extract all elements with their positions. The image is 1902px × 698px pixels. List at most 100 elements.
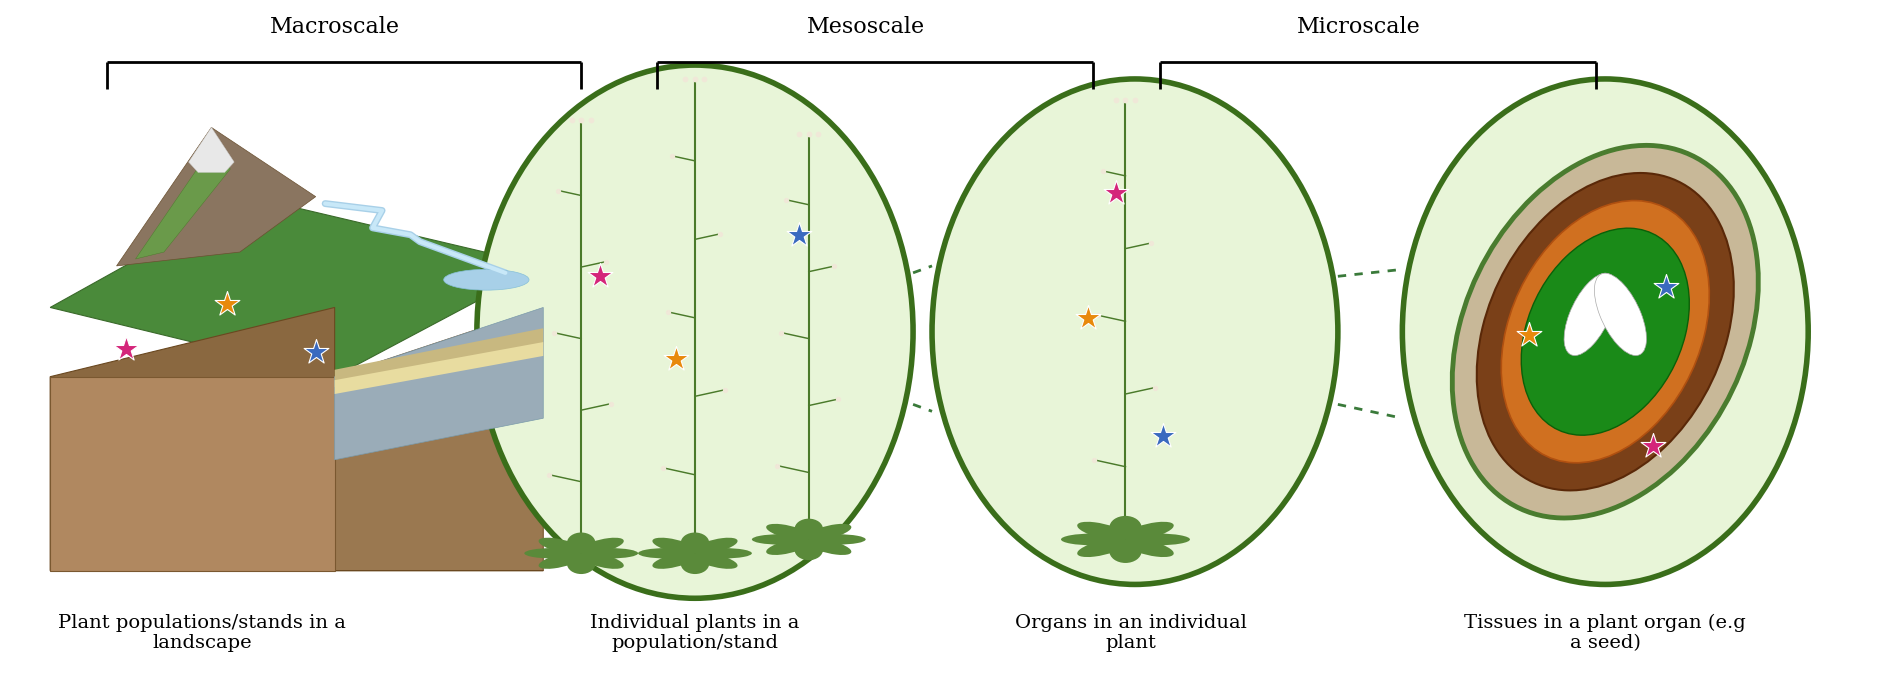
Polygon shape xyxy=(335,307,544,570)
Ellipse shape xyxy=(567,533,595,554)
Point xyxy=(1651,281,1681,292)
Ellipse shape xyxy=(582,548,637,558)
Point xyxy=(770,194,801,205)
Point xyxy=(595,398,626,409)
Point xyxy=(211,299,242,310)
Point xyxy=(670,73,700,84)
Text: Plant populations/stands in a
landscape: Plant populations/stands in a landscape xyxy=(57,614,346,653)
Point xyxy=(1101,94,1132,105)
Ellipse shape xyxy=(806,524,852,540)
Ellipse shape xyxy=(795,540,824,560)
Polygon shape xyxy=(335,342,544,394)
Ellipse shape xyxy=(681,533,709,554)
Point xyxy=(1514,329,1544,341)
Ellipse shape xyxy=(751,534,808,544)
Point xyxy=(557,115,588,126)
Ellipse shape xyxy=(692,552,738,569)
Text: Mesoscale: Mesoscale xyxy=(806,16,924,38)
Ellipse shape xyxy=(1563,273,1617,355)
Point xyxy=(824,394,854,405)
Ellipse shape xyxy=(477,65,913,598)
Point xyxy=(652,306,683,318)
Polygon shape xyxy=(49,377,335,570)
Point xyxy=(592,256,622,267)
Point xyxy=(1101,188,1132,199)
Point xyxy=(689,73,719,84)
Ellipse shape xyxy=(1594,273,1647,355)
Point xyxy=(1073,312,1103,323)
Ellipse shape xyxy=(692,537,738,554)
Ellipse shape xyxy=(578,537,624,554)
Ellipse shape xyxy=(1453,145,1757,518)
Point xyxy=(1139,382,1170,393)
Polygon shape xyxy=(335,328,544,387)
Ellipse shape xyxy=(1122,522,1174,540)
Ellipse shape xyxy=(652,552,698,569)
Ellipse shape xyxy=(538,552,584,569)
Ellipse shape xyxy=(1109,540,1141,563)
Ellipse shape xyxy=(1077,522,1128,540)
Text: Microscale: Microscale xyxy=(1297,16,1421,38)
Polygon shape xyxy=(335,307,544,460)
Point xyxy=(1111,94,1141,105)
Polygon shape xyxy=(49,307,544,570)
Point xyxy=(784,229,814,240)
Point xyxy=(538,327,569,339)
Ellipse shape xyxy=(538,537,584,554)
Point xyxy=(706,228,736,239)
Ellipse shape xyxy=(1126,533,1191,545)
Ellipse shape xyxy=(681,554,709,574)
Point xyxy=(649,462,679,473)
Ellipse shape xyxy=(808,534,865,544)
Point xyxy=(767,327,797,339)
Ellipse shape xyxy=(932,79,1337,584)
Point xyxy=(534,469,565,480)
Point xyxy=(793,128,824,140)
Ellipse shape xyxy=(578,552,624,569)
Point xyxy=(1120,94,1151,105)
Ellipse shape xyxy=(525,548,582,558)
Ellipse shape xyxy=(1122,538,1174,557)
Ellipse shape xyxy=(1109,516,1141,540)
Point xyxy=(761,460,791,471)
Point xyxy=(1088,165,1118,177)
Point xyxy=(110,343,141,355)
Point xyxy=(1078,454,1109,466)
Point xyxy=(656,150,687,161)
Point xyxy=(567,115,597,126)
Polygon shape xyxy=(188,128,234,172)
Point xyxy=(586,271,616,282)
Point xyxy=(818,260,848,272)
Ellipse shape xyxy=(1522,228,1689,435)
Point xyxy=(1149,430,1179,441)
Point xyxy=(544,185,574,196)
Ellipse shape xyxy=(567,554,595,574)
Point xyxy=(301,347,331,358)
Text: Macroscale: Macroscale xyxy=(270,16,399,38)
Point xyxy=(679,73,709,84)
Ellipse shape xyxy=(767,524,810,540)
Ellipse shape xyxy=(795,519,824,540)
Text: Tissues in a plant organ (e.g
a seed): Tissues in a plant organ (e.g a seed) xyxy=(1465,614,1746,653)
Ellipse shape xyxy=(1061,533,1126,545)
Ellipse shape xyxy=(652,537,698,554)
Ellipse shape xyxy=(637,548,694,558)
Point xyxy=(576,115,607,126)
Ellipse shape xyxy=(1402,79,1809,584)
Point xyxy=(803,128,833,140)
Ellipse shape xyxy=(1077,538,1128,557)
Polygon shape xyxy=(135,148,230,259)
Ellipse shape xyxy=(1501,200,1710,463)
Point xyxy=(784,128,814,140)
Point xyxy=(709,385,740,396)
Ellipse shape xyxy=(806,539,852,555)
Ellipse shape xyxy=(694,548,751,558)
Polygon shape xyxy=(49,197,544,377)
Text: Individual plants in a
population/stand: Individual plants in a population/stand xyxy=(590,614,799,653)
Ellipse shape xyxy=(1476,173,1735,491)
Point xyxy=(1638,440,1668,452)
Ellipse shape xyxy=(767,539,810,555)
Ellipse shape xyxy=(443,269,529,290)
Point xyxy=(1082,310,1113,321)
Point xyxy=(660,354,690,365)
